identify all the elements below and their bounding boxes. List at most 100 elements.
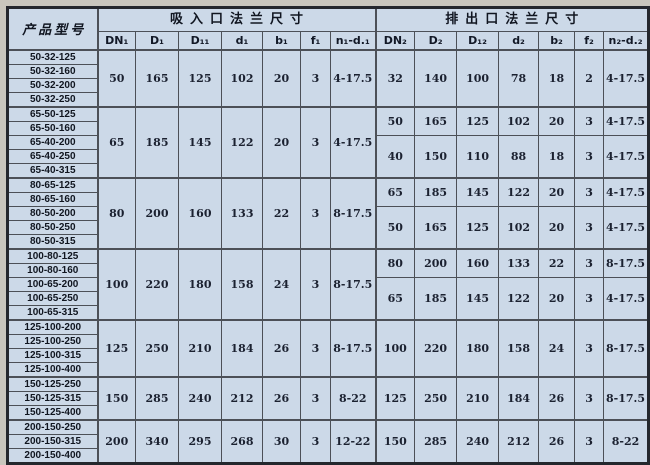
- discharge-dim-cell: 4-17.5: [603, 205, 650, 249]
- product-model-cell: 200-150-315: [7, 433, 99, 449]
- discharge-dim-cell: 8-22: [603, 418, 650, 464]
- suction-dim-cell: 184: [221, 318, 263, 377]
- product-model-cell: 65-50-125: [7, 105, 99, 122]
- product-model-cell: 80-50-315: [7, 233, 99, 249]
- suction-dim-cell: 4-17.5: [329, 48, 377, 107]
- discharge-dim-cell: 185: [414, 176, 458, 207]
- discharge-dim-cell: 145: [456, 176, 500, 207]
- discharge-dim-cell: 20: [538, 176, 576, 207]
- discharge-dim-cell: 20: [538, 105, 576, 136]
- discharge-dim-cell: 18: [538, 134, 576, 178]
- column-header-dn1: DN₁: [96, 31, 136, 50]
- product-model-cell: 50-32-250: [7, 91, 99, 107]
- product-model-cell: 80-50-250: [7, 219, 99, 235]
- product-model-cell: 200-150-400: [7, 447, 99, 464]
- suction-dim-cell: 8-17.5: [329, 247, 377, 320]
- discharge-dim-cell: 4-17.5: [603, 134, 650, 178]
- discharge-dim-cell: 102: [498, 205, 540, 249]
- column-header-d12: D₁₂: [456, 31, 500, 50]
- discharge-dim-cell: 150: [414, 134, 458, 178]
- discharge-dim-cell: 240: [456, 418, 500, 464]
- suction-dim-cell: 185: [135, 105, 179, 178]
- discharge-dim-cell: 3: [574, 375, 605, 420]
- discharge-dim-cell: 220: [414, 318, 458, 377]
- discharge-dim-cell: 3: [574, 418, 605, 464]
- suction-dim-cell: 3: [300, 418, 331, 464]
- suction-dim-cell: 8-17.5: [329, 176, 377, 249]
- discharge-dim-cell: 125: [456, 105, 500, 136]
- product-model-cell: 80-65-160: [7, 191, 99, 207]
- column-header-n2d2: n₂-d.₂: [603, 31, 650, 50]
- product-model-cell: 125-100-200: [7, 318, 99, 335]
- column-header-b1: b₁: [262, 31, 301, 50]
- column-header-f1: f₁: [300, 31, 331, 50]
- discharge-dim-cell: 200: [414, 247, 458, 278]
- discharge-dim-cell: 78: [498, 48, 540, 107]
- product-model-cell: 125-100-250: [7, 333, 99, 349]
- suction-dim-cell: 80: [96, 176, 136, 249]
- suction-dim-cell: 220: [135, 247, 179, 320]
- column-header-b2: b₂: [538, 31, 576, 50]
- product-model-cell: 150-125-400: [7, 404, 99, 420]
- suction-dim-cell: 100: [96, 247, 136, 320]
- suction-dim-cell: 200: [96, 418, 136, 464]
- suction-dim-cell: 50: [96, 48, 136, 107]
- discharge-dim-cell: 24: [538, 318, 576, 377]
- discharge-dim-cell: 185: [414, 276, 458, 320]
- product-model-cell: 80-50-200: [7, 205, 99, 221]
- suction-dim-cell: 3: [300, 105, 331, 178]
- discharge-dim-cell: 20: [538, 205, 576, 249]
- suction-dim-cell: 20: [262, 105, 301, 178]
- discharge-dim-cell: 3: [574, 318, 605, 377]
- discharge-dim-cell: 125: [374, 375, 416, 420]
- discharge-dim-cell: 102: [498, 105, 540, 136]
- suction-dim-cell: 8-17.5: [329, 318, 377, 377]
- discharge-dim-cell: 3: [574, 205, 605, 249]
- column-header-n1d1: n₁-d.₁: [329, 31, 377, 50]
- suction-dim-cell: 268: [221, 418, 263, 464]
- discharge-dim-cell: 3: [574, 105, 605, 136]
- product-model-cell: 80-65-125: [7, 176, 99, 193]
- discharge-dim-cell: 4-17.5: [603, 48, 650, 107]
- product-model-cell: 150-125-315: [7, 390, 99, 406]
- product-model-cell: 50-32-200: [7, 77, 99, 93]
- suction-dim-cell: 145: [178, 105, 222, 178]
- discharge-dim-cell: 212: [498, 418, 540, 464]
- discharge-dim-cell: 18: [538, 48, 576, 107]
- discharge-dim-cell: 160: [456, 247, 500, 278]
- suction-dim-cell: 240: [178, 375, 222, 420]
- discharge-dim-cell: 8-17.5: [603, 375, 650, 420]
- column-header-dn2: DN₂: [374, 31, 416, 50]
- suction-dim-cell: 285: [135, 375, 179, 420]
- discharge-dim-cell: 180: [456, 318, 500, 377]
- discharge-dim-cell: 26: [538, 375, 576, 420]
- discharge-dim-cell: 100: [456, 48, 500, 107]
- suction-dim-cell: 3: [300, 318, 331, 377]
- product-model-cell: 125-100-400: [7, 361, 99, 377]
- suction-dim-cell: 200: [135, 176, 179, 249]
- discharge-dim-cell: 3: [574, 134, 605, 178]
- suction-dim-cell: 165: [135, 48, 179, 107]
- suction-dim-cell: 8-22: [329, 375, 377, 420]
- discharge-dim-cell: 150: [374, 418, 416, 464]
- discharge-dim-cell: 8-17.5: [603, 318, 650, 377]
- discharge-dim-cell: 2: [574, 48, 605, 107]
- product-model-cell: 150-125-250: [7, 375, 99, 392]
- discharge-dim-cell: 165: [414, 105, 458, 136]
- discharge-dim-cell: 4-17.5: [603, 176, 650, 207]
- discharge-dim-cell: 3: [574, 276, 605, 320]
- discharge-dim-cell: 4-17.5: [603, 105, 650, 136]
- discharge-dim-cell: 4-17.5: [603, 276, 650, 320]
- product-model-cell: 65-50-160: [7, 120, 99, 136]
- discharge-dim-cell: 50: [374, 205, 416, 249]
- discharge-dim-cell: 3: [574, 247, 605, 278]
- discharge-dim-cell: 125: [456, 205, 500, 249]
- suction-dim-cell: 4-17.5: [329, 105, 377, 178]
- suction-dim-cell: 30: [262, 418, 301, 464]
- discharge-dim-cell: 20: [538, 276, 576, 320]
- suction-dim-cell: 210: [178, 318, 222, 377]
- column-header-d2-small: d₂: [498, 31, 540, 50]
- discharge-dim-cell: 122: [498, 276, 540, 320]
- discharge-dim-cell: 158: [498, 318, 540, 377]
